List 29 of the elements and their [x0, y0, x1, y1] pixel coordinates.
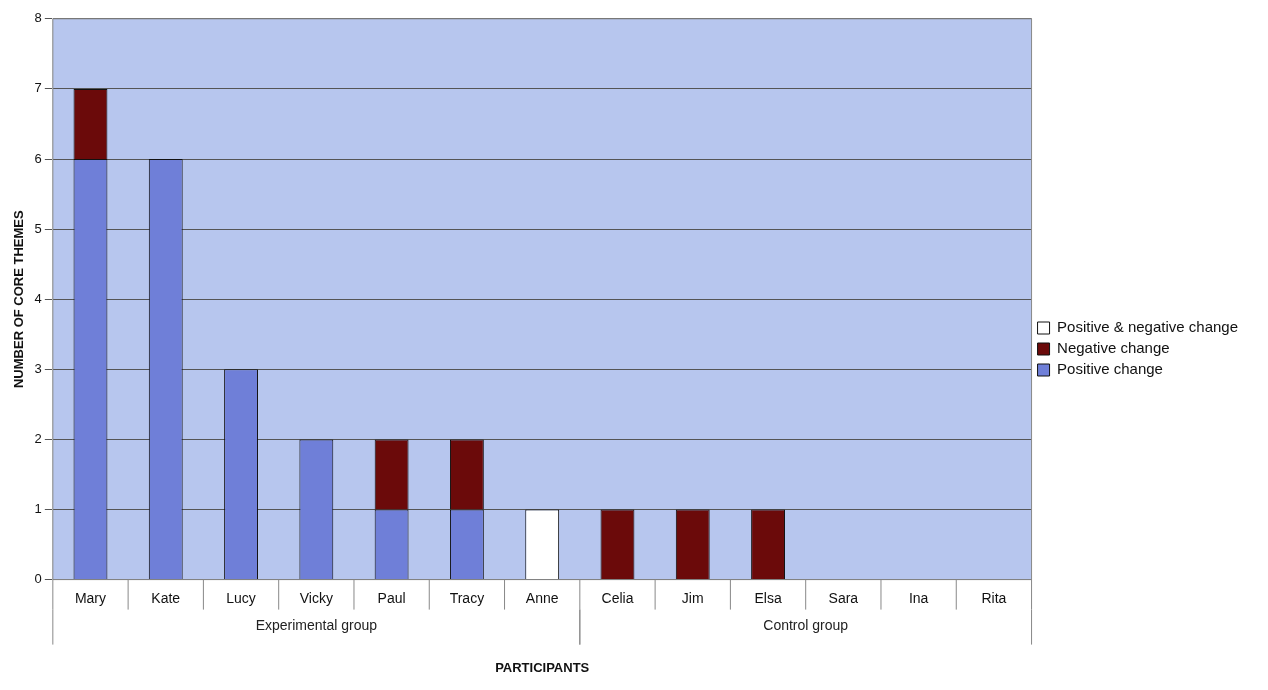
x-tick-label: Lucy [226, 589, 256, 606]
x-axis-title: PARTICIPANTS [495, 659, 590, 675]
x-tick-label: Jim [681, 589, 704, 606]
y-tick-label: 8 [34, 10, 42, 26]
y-tick-label: 4 [34, 290, 42, 306]
y-tick-label: 1 [34, 501, 42, 517]
y-tick-label: 7 [34, 80, 42, 96]
x-tick-label: Mary [74, 589, 107, 606]
legend-label: Positive & negative change [1057, 318, 1238, 336]
x-tick-label: Celia [601, 589, 634, 606]
x-tick-label: Rita [981, 589, 1007, 606]
legend-label: Positive change [1057, 360, 1163, 378]
x-tick-label: Anne [525, 589, 559, 606]
x-tick-label: Sara [828, 589, 859, 606]
x-tick-label: Tracy [449, 589, 485, 606]
y-tick-label: 2 [34, 430, 42, 446]
y-tick-label: 3 [34, 360, 42, 376]
x-tick-label: Elsa [754, 589, 782, 606]
y-tick-label: 0 [34, 571, 42, 587]
y-tick-label: 5 [34, 220, 42, 236]
y-tick-label: 6 [34, 150, 42, 166]
x-tick-label: Ina [908, 589, 929, 606]
x-tick-label: Vicky [299, 589, 333, 606]
legend-label: Negative change [1057, 339, 1170, 357]
x-tick-label: Kate [151, 589, 181, 606]
x-tick-label: Paul [377, 589, 406, 606]
y-axis-title: NUMBER OF CORE THEMES [11, 210, 27, 389]
text: Experimental group [255, 617, 378, 634]
text: Control group [763, 617, 849, 634]
